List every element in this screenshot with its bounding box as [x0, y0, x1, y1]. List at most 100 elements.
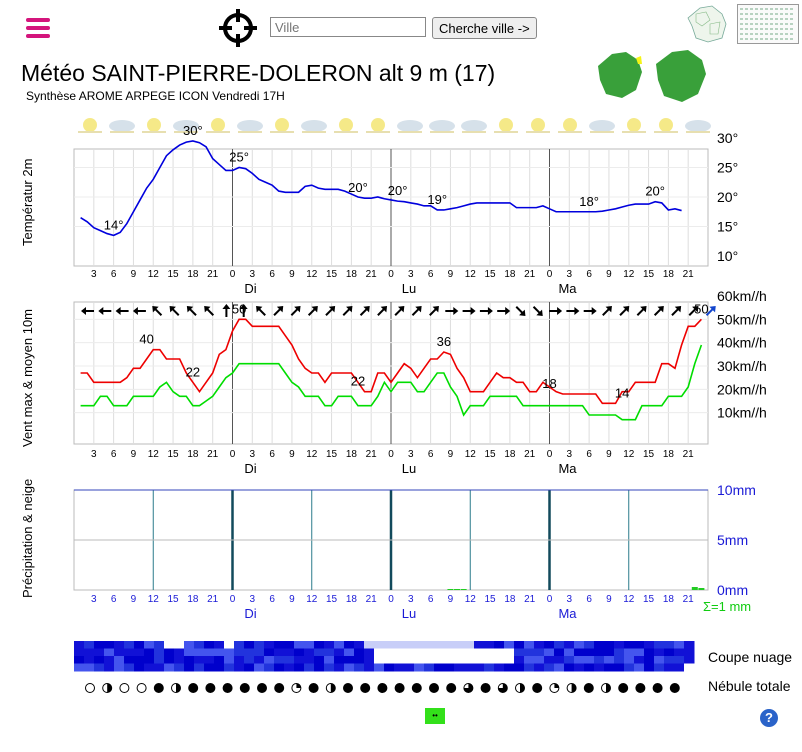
cloud-cell: [424, 656, 435, 664]
cloud-cover-symbol: [583, 683, 594, 693]
cloud-cell: [634, 656, 645, 664]
wind-direction-arrow: [325, 306, 336, 316]
value-annotation: 30°: [183, 123, 203, 138]
cloud-cell: [164, 641, 175, 649]
cloud-cell: [474, 656, 485, 664]
cloud-cell: [594, 641, 605, 649]
cloud-cover-symbol: [239, 683, 250, 693]
cloud-cell: [264, 663, 275, 672]
cloud-cell: [374, 656, 385, 664]
search-city-button[interactable]: Cherche ville ->: [432, 17, 537, 39]
cloud-cell: [204, 641, 215, 649]
cloud-cover-fill: [360, 683, 370, 693]
hour-tick-label: 12: [306, 449, 318, 460]
cloud-cover-symbol: [188, 683, 199, 693]
sun-icon: [371, 118, 385, 132]
cloud-cover-symbol: [102, 683, 113, 693]
cloud-cell: [214, 648, 225, 657]
precipitation-panel: 10mm 5mm 0mm 3 6 9 12 15 18 21 0 3 6 9 12 15 18 21 0 3 6 9 12…: [20, 479, 756, 621]
y-tick-label: 30°: [717, 130, 738, 146]
hour-tick-label: 9: [448, 269, 454, 280]
cloud-cell: [74, 663, 85, 672]
cloud-cell: [614, 641, 625, 649]
wind-arrow-head: [709, 306, 716, 313]
wind-arrow-head: [674, 306, 682, 313]
y-tick-label: 0mm: [717, 582, 748, 598]
y-tick-label: 40km//h: [717, 335, 767, 351]
france-map-thumbnail-icon[interactable]: [686, 4, 730, 44]
hour-tick-label: 12: [148, 269, 160, 280]
wind-arrow-head: [415, 306, 422, 313]
cloud-cell: [504, 641, 515, 649]
cloud-cell: [154, 663, 165, 672]
cloud-cell: [444, 663, 455, 672]
cloud-cell: [664, 648, 675, 657]
cloud-cell: [184, 648, 195, 657]
locate-me-icon[interactable]: [218, 8, 258, 48]
y-tick-label: 10mm: [717, 482, 756, 498]
france-departments-map-icon[interactable]: [654, 48, 710, 104]
cloud-cell: [584, 663, 595, 672]
wind-arrow-head: [311, 306, 318, 313]
cloud-cell: [654, 663, 665, 672]
hour-tick-label: 9: [289, 449, 295, 460]
wind-direction-arrow: [204, 306, 215, 316]
cloud-cover-symbol: [532, 683, 543, 693]
wind-arrow-head: [640, 306, 647, 313]
hour-tick-label: 21: [524, 269, 536, 280]
menu-button[interactable]: [26, 18, 50, 40]
cloud-cover-fill: [584, 683, 594, 693]
cloud-cell: [334, 648, 345, 657]
wind-arrow-head: [186, 306, 194, 313]
cloud-cell: [94, 648, 105, 657]
france-regions-map-icon[interactable]: [596, 50, 646, 102]
cloud-icon: [301, 120, 327, 132]
cloud-cover-fill: [330, 683, 336, 693]
hour-tick-label: 3: [567, 449, 573, 460]
cloud-cover-fill: [571, 683, 577, 693]
hour-tick-label: 12: [623, 269, 635, 280]
wind-arrow-head: [204, 306, 211, 313]
cloud-cell: [414, 656, 425, 664]
cloud-cover-symbol: [257, 683, 267, 693]
cloud-cell: [274, 663, 285, 672]
cloud-cell: [284, 641, 295, 649]
city-list-thumbnail-icon[interactable]: [737, 4, 799, 44]
y-tick-label: 50km//h: [717, 311, 767, 327]
cloud-cell: [464, 641, 475, 649]
cloud-cell: [224, 641, 235, 649]
cloud-cell: [454, 656, 465, 664]
cloud-cell: [444, 656, 455, 664]
y-tick-label: 10km//h: [717, 405, 767, 421]
help-icon[interactable]: ?: [760, 709, 778, 727]
cloud-cell: [324, 648, 335, 657]
cloud-icon: [109, 120, 135, 132]
hour-tick-label: 18: [504, 449, 516, 460]
cloud-cell: [194, 648, 205, 657]
cloud-cover-symbol: [360, 683, 371, 693]
cloud-cover-symbol: [171, 683, 181, 693]
cloud-cell: [124, 648, 135, 657]
hour-tick-label: 21: [366, 269, 378, 280]
hour-tick-label: 9: [606, 594, 612, 605]
cloud-cover-symbol: [429, 683, 439, 693]
hour-tick-label: 9: [131, 269, 137, 280]
cloud-cell: [614, 663, 625, 672]
models-toggle-button[interactable]: ••: [425, 708, 445, 724]
total-cloud-cover-row: [85, 683, 680, 693]
cloud-cover-fill: [606, 683, 611, 693]
wind-direction-arrow: [549, 307, 563, 315]
hour-tick-label: 6: [586, 449, 592, 460]
wind-direction-arrow: [411, 306, 422, 316]
cloud-cell: [104, 648, 115, 657]
city-search-input[interactable]: [270, 17, 426, 37]
cloud-cell: [284, 663, 295, 672]
value-annotation: 18: [542, 376, 556, 391]
cloud-cell: [84, 663, 95, 672]
hour-tick-label: 18: [504, 269, 516, 280]
wind-direction-arrow: [307, 306, 318, 316]
cloud-cell: [94, 656, 105, 664]
hour-tick-label: 21: [207, 269, 219, 280]
wind-direction-arrow: [479, 307, 493, 315]
